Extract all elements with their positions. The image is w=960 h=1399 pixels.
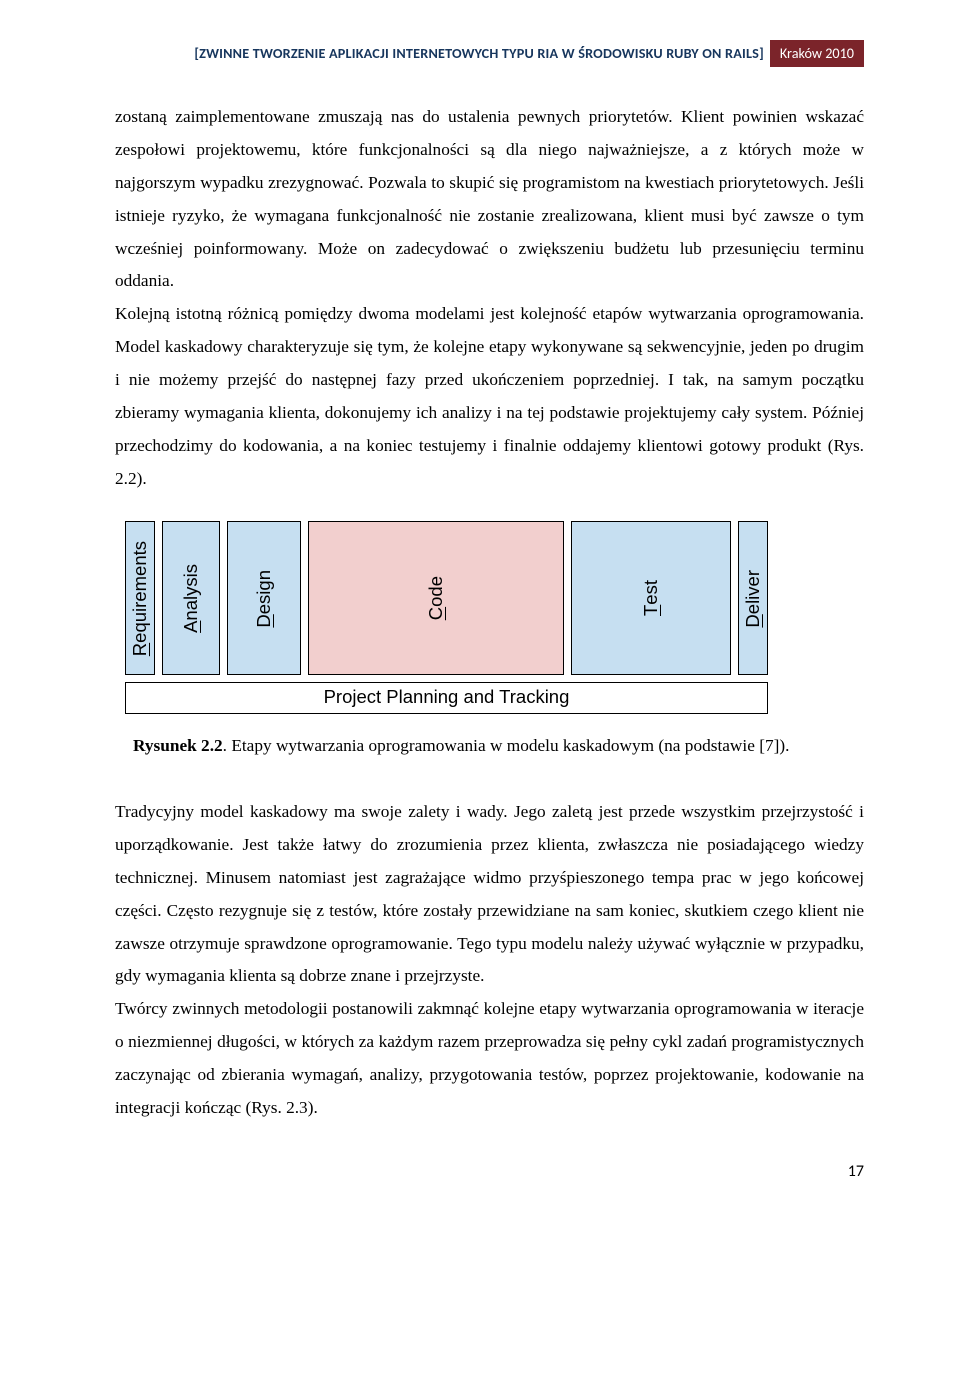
- waterfall-diagram: Requirements Analysis Design Code Test Delive…: [125, 521, 805, 714]
- header-badge: Kraków 2010: [770, 40, 864, 67]
- page-header: [ZWINNE TWORZENIE APLIKACJI INTERNETOWYC…: [115, 40, 864, 67]
- paragraph-2: Kolejną istotną różnicą pomiędzy dwoma m…: [115, 298, 864, 495]
- stage-label: Deliver: [744, 570, 763, 628]
- stage-deliver: Deliver: [738, 521, 768, 675]
- paragraph-3: Tradycyjny model kaskadowy ma swoje zale…: [115, 796, 864, 993]
- stage-test: Test: [571, 521, 731, 675]
- paragraph-4: Twórcy zwinnych metodologii postanowili …: [115, 993, 864, 1124]
- stage-label: Test: [642, 580, 661, 616]
- paragraph-1: zostaną zaimplementowane zmuszają nas do…: [115, 101, 864, 298]
- stage-requirements: Requirements: [125, 521, 155, 675]
- stage-analysis: Analysis: [162, 521, 220, 675]
- diagram-tracking-row: Project Planning and Tracking: [125, 682, 768, 714]
- stage-label: Design: [255, 570, 274, 628]
- stage-design: Design: [227, 521, 301, 675]
- page-number: 17: [115, 1157, 864, 1187]
- figure-caption: Rysunek 2.2. Etapy wytwarzania oprogramo…: [133, 734, 864, 758]
- caption-rest: . Etapy wytwarzania oprogramowania w mod…: [223, 736, 790, 755]
- caption-bold: Rysunek 2.2: [133, 736, 223, 755]
- stage-code: Code: [308, 521, 564, 675]
- header-title: [ZWINNE TWORZENIE APLIKACJI INTERNETOWYC…: [188, 40, 770, 67]
- diagram-stages-row: Requirements Analysis Design Code Test Delive…: [125, 521, 805, 675]
- stage-label: Analysis: [182, 564, 201, 633]
- stage-label: Requirements: [131, 541, 150, 656]
- stage-label: Code: [427, 576, 446, 620]
